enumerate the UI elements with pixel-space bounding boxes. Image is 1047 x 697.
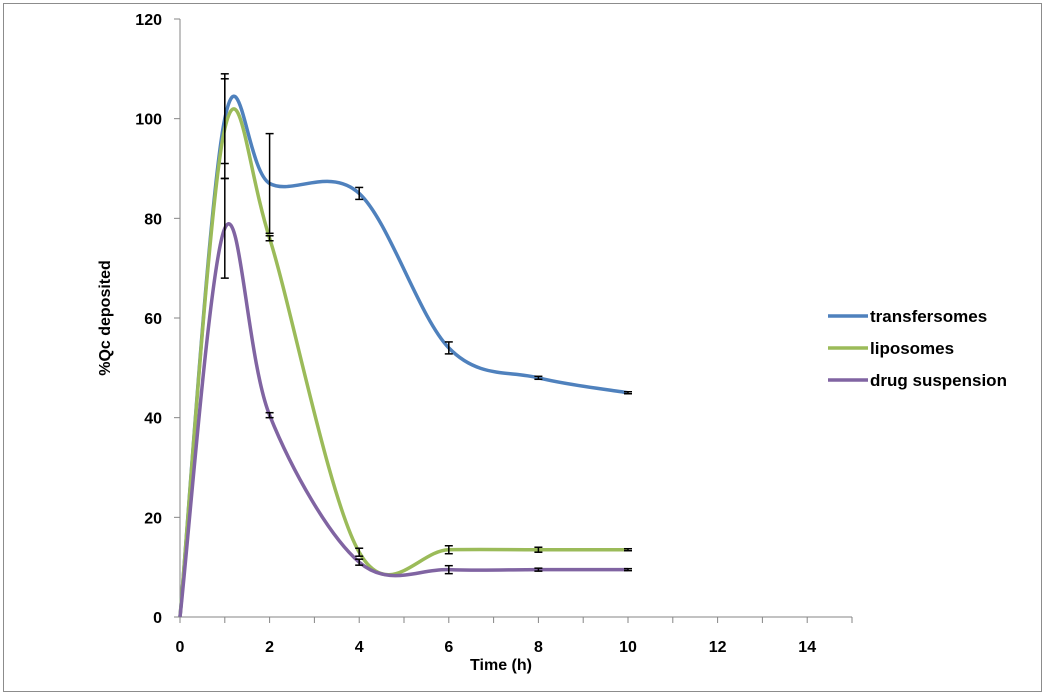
y-tick-label: 20 [144,510,162,527]
y-tick-label: 0 [153,610,162,627]
error-bars [220,73,632,575]
x-tick-label: 10 [619,639,637,656]
y-axis-title: %Qc deposited [97,260,114,376]
series-line-2 [178,222,628,618]
legend: transfersomes liposomes drug suspension [828,307,1007,390]
x-tick-label: 0 [176,639,185,656]
y-tick-label: 120 [135,12,162,29]
y-tick-label: 80 [144,211,162,228]
x-tick-label: 12 [709,639,727,656]
x-tick-label: 2 [265,639,274,656]
series-line-1 [178,107,628,618]
x-tick-label: 4 [355,639,364,656]
axes [174,18,853,623]
y-tick-label: 60 [144,311,162,328]
y-tick-label: 40 [144,411,162,428]
legend-label: liposomes [870,339,954,358]
x-tick-label: 8 [534,639,543,656]
tick-labels: 0 20 40 60 80 100 120 0 2 4 6 8 10 12 14 [135,12,816,656]
x-axis-title: Time (h) [470,657,532,674]
y-tick-label: 100 [135,112,162,129]
series-lines [178,94,629,618]
x-tick-label: 6 [444,639,453,656]
series-line-0 [178,94,629,618]
chart-frame [3,3,1042,692]
legend-label: transfersomes [870,307,987,326]
legend-label: drug suspension [870,371,1007,390]
x-tick-label: 14 [798,639,816,656]
